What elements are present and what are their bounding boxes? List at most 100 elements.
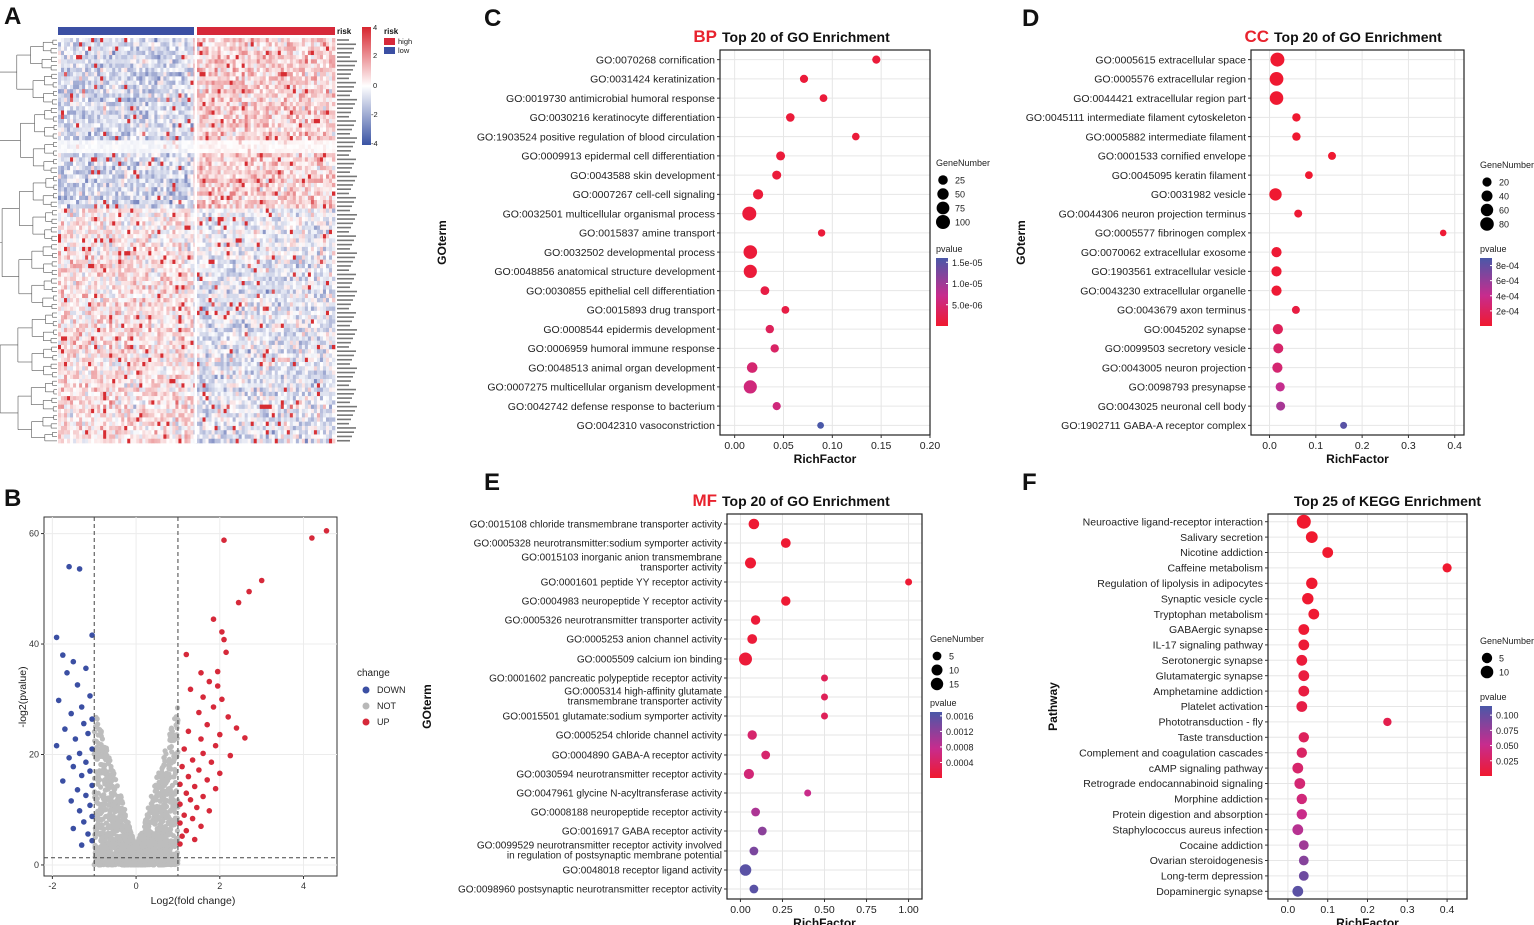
heatmap-cell	[208, 208, 212, 214]
heatmap-cell	[124, 208, 128, 214]
heatmap-cell	[226, 191, 230, 197]
heatmap-cell	[277, 114, 282, 120]
heatmap-cell	[256, 225, 261, 231]
heatmap-cell	[169, 114, 173, 120]
heatmap-cell	[274, 200, 279, 205]
heatmap-cell	[103, 170, 107, 175]
heatmap-cell	[247, 140, 252, 145]
heatmap-cell	[61, 191, 65, 197]
heatmap-cell	[241, 229, 246, 235]
heatmap-cell	[82, 131, 86, 137]
heatmap-cell	[331, 208, 336, 214]
heatmap-cell	[172, 153, 176, 158]
heatmap-cell	[106, 191, 110, 197]
heatmap-cell	[97, 89, 101, 94]
heatmap-cell	[316, 110, 321, 116]
heatmap-cell	[64, 50, 68, 56]
heatmap-cell	[79, 195, 83, 201]
heatmap-cell	[196, 200, 200, 205]
heatmap-cell	[124, 140, 128, 145]
heatmap-cell	[295, 63, 300, 69]
heatmap-cell	[115, 234, 119, 239]
heatmap-cell	[289, 106, 294, 111]
heatmap-cell	[229, 178, 233, 184]
heatmap-cell	[82, 76, 86, 81]
heatmap-cell	[124, 38, 128, 43]
heatmap-cell	[283, 101, 288, 107]
heatmap-cell	[310, 153, 315, 158]
heatmap-cell	[304, 182, 309, 188]
heatmap-cell	[73, 246, 77, 252]
heatmap-cell	[226, 140, 230, 145]
heatmap-cell	[175, 110, 179, 116]
heatmap-cell	[151, 38, 155, 43]
heatmap-cell	[61, 200, 65, 205]
heatmap-cell	[244, 174, 249, 180]
heatmap-cell	[307, 229, 312, 235]
heatmap-cell	[91, 42, 95, 47]
heatmap-cell	[94, 63, 98, 69]
heatmap-cell	[61, 208, 65, 214]
heatmap-cell	[208, 131, 212, 137]
heatmap-cell	[250, 67, 255, 73]
heatmap-cell	[223, 110, 227, 116]
heatmap-cell	[127, 93, 131, 99]
heatmap-cell	[160, 165, 164, 171]
heatmap-cell	[253, 178, 258, 184]
heatmap-cell	[145, 136, 149, 141]
heatmap-cell	[166, 204, 170, 209]
heatmap-cell	[319, 55, 324, 60]
heatmap-cell	[160, 55, 164, 60]
heatmap-cell	[226, 229, 230, 235]
heatmap-cell	[79, 93, 83, 99]
heatmap-cell	[85, 148, 89, 154]
heatmap-cell	[169, 89, 173, 94]
heatmap-cell	[118, 67, 122, 73]
heatmap-cell	[136, 144, 140, 150]
heatmap-cell	[61, 212, 65, 218]
heatmap-cell	[109, 148, 113, 154]
heatmap-cell	[109, 89, 113, 94]
heatmap-cell	[223, 106, 227, 111]
heatmap-cell	[127, 110, 131, 116]
heatmap-cell	[199, 217, 203, 222]
heatmap-cell	[274, 153, 279, 158]
heatmap-cell	[103, 67, 107, 73]
heatmap-cell	[121, 148, 125, 154]
heatmap-cell	[187, 55, 191, 60]
heatmap-cell	[283, 187, 288, 192]
heatmap-cell	[229, 97, 233, 103]
heatmap-cell	[175, 174, 179, 180]
heatmap-cell	[232, 89, 236, 94]
heatmap-cell	[316, 153, 321, 158]
heatmap-cell	[211, 131, 215, 137]
heatmap-cell	[85, 106, 89, 111]
heatmap-cell	[118, 89, 122, 94]
heatmap-cell	[217, 59, 221, 64]
heatmap-cell	[319, 153, 324, 158]
heatmap-cell	[313, 157, 318, 162]
heatmap-cell	[163, 225, 167, 231]
heatmap-cell	[298, 101, 303, 107]
heatmap-cell	[160, 174, 164, 180]
heatmap-cell	[181, 174, 185, 180]
heatmap-cell	[202, 161, 206, 167]
heatmap-cell	[229, 148, 233, 154]
heatmap-cell	[250, 165, 255, 171]
heatmap-cell	[301, 136, 306, 141]
heatmap-cell	[325, 76, 330, 81]
heatmap-cell	[259, 212, 264, 218]
heatmap-cell	[214, 93, 218, 99]
heatmap-cell	[262, 38, 267, 43]
heatmap-cell	[112, 72, 116, 77]
heatmap-cell	[205, 72, 209, 77]
heatmap-cell	[331, 212, 336, 218]
heatmap-cell	[121, 200, 125, 205]
heatmap-cell	[217, 182, 221, 188]
heatmap-cell	[139, 191, 143, 197]
heatmap-cell	[175, 225, 179, 231]
heatmap-cell	[202, 242, 206, 248]
heatmap-cell	[229, 76, 233, 81]
heatmap-cell	[184, 140, 188, 145]
heatmap-cell	[151, 204, 155, 209]
